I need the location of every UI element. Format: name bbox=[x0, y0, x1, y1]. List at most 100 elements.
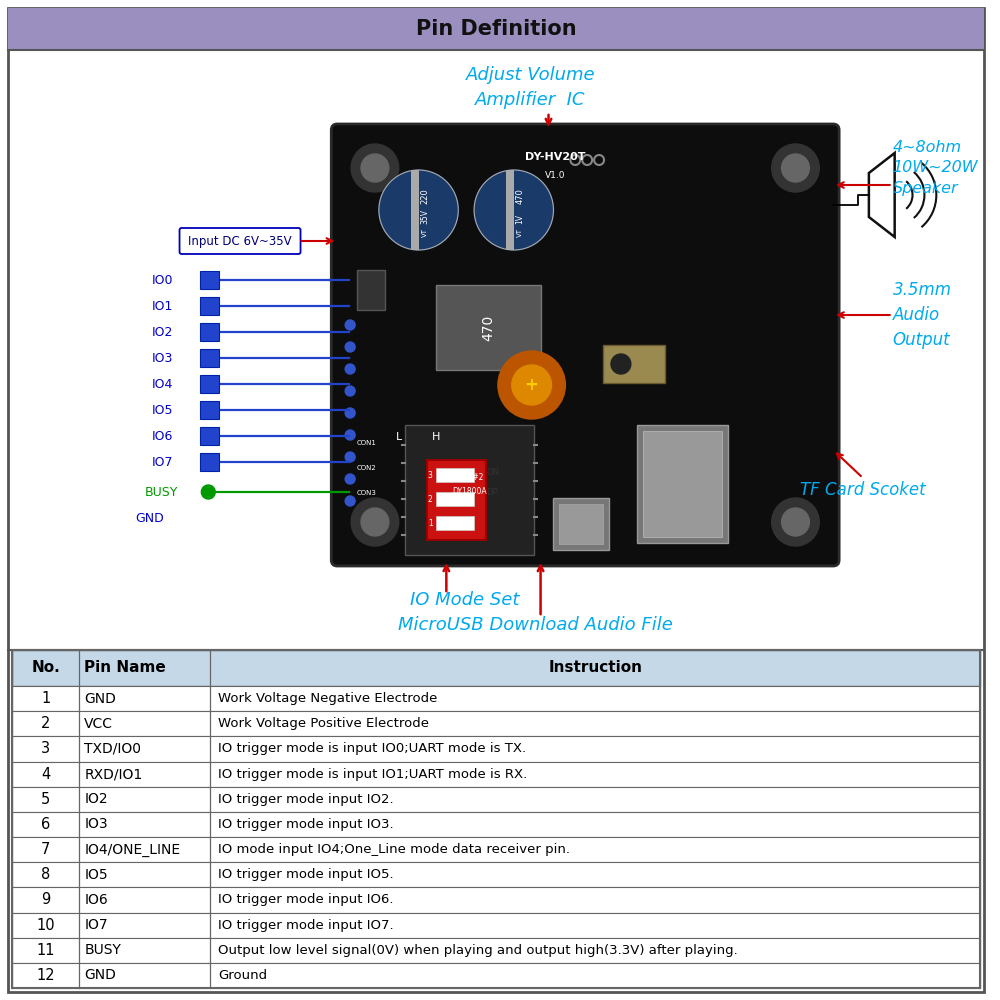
Bar bbox=[200, 453, 219, 471]
Circle shape bbox=[361, 508, 389, 536]
Text: VT: VT bbox=[517, 228, 523, 237]
Text: IO3: IO3 bbox=[152, 352, 174, 364]
Text: GND: GND bbox=[84, 968, 116, 982]
Text: Instruction: Instruction bbox=[548, 660, 642, 676]
Text: 3: 3 bbox=[428, 471, 432, 480]
Bar bbox=[8, 8, 984, 50]
Text: 1: 1 bbox=[41, 691, 50, 706]
Bar bbox=[200, 349, 219, 367]
Text: 35V: 35V bbox=[420, 209, 429, 224]
Circle shape bbox=[351, 498, 399, 546]
Circle shape bbox=[345, 496, 355, 506]
Text: Speaker: Speaker bbox=[893, 180, 958, 196]
Text: 1: 1 bbox=[428, 518, 432, 528]
Bar bbox=[559, 504, 603, 544]
Text: BUSY: BUSY bbox=[84, 943, 121, 957]
Circle shape bbox=[345, 320, 355, 330]
Text: IO7: IO7 bbox=[152, 456, 174, 468]
Text: IO2: IO2 bbox=[152, 326, 174, 338]
Bar bbox=[405, 425, 534, 555]
Bar bbox=[553, 498, 609, 550]
Text: Audio: Audio bbox=[893, 306, 940, 324]
Circle shape bbox=[201, 485, 215, 499]
Bar bbox=[427, 460, 486, 540]
Bar bbox=[411, 170, 419, 250]
Circle shape bbox=[379, 170, 458, 250]
Text: 470: 470 bbox=[515, 188, 524, 204]
Bar bbox=[436, 285, 541, 370]
Text: 7: 7 bbox=[41, 842, 50, 857]
Circle shape bbox=[498, 351, 565, 419]
Bar bbox=[12, 711, 980, 736]
Text: ON: ON bbox=[486, 468, 499, 477]
Text: CON1: CON1 bbox=[357, 440, 377, 446]
Circle shape bbox=[772, 498, 819, 546]
Bar bbox=[643, 431, 722, 537]
Bar bbox=[12, 938, 980, 963]
Circle shape bbox=[345, 342, 355, 352]
Text: 11: 11 bbox=[36, 943, 55, 958]
Text: CON2: CON2 bbox=[357, 465, 377, 471]
Circle shape bbox=[772, 144, 819, 192]
Bar bbox=[436, 516, 474, 530]
Text: IO2: IO2 bbox=[84, 792, 108, 806]
Text: +: + bbox=[525, 376, 539, 394]
Text: H: H bbox=[432, 432, 441, 442]
Text: IO mode input IO4;One_Line mode data receiver pin.: IO mode input IO4;One_Line mode data rec… bbox=[218, 843, 570, 856]
Circle shape bbox=[345, 452, 355, 462]
Bar bbox=[357, 270, 385, 310]
Bar bbox=[12, 686, 980, 711]
Text: IO trigger mode input IO7.: IO trigger mode input IO7. bbox=[218, 919, 394, 932]
Text: DY-HV20T: DY-HV20T bbox=[525, 152, 586, 162]
Text: VT: VT bbox=[422, 228, 428, 237]
Text: RXD/IO1: RXD/IO1 bbox=[84, 767, 143, 781]
Text: IO1: IO1 bbox=[152, 300, 174, 312]
Text: IO trigger mode input IO5.: IO trigger mode input IO5. bbox=[218, 868, 394, 881]
Bar bbox=[637, 425, 728, 543]
Bar bbox=[12, 912, 980, 938]
Bar bbox=[12, 887, 980, 912]
Text: IO4: IO4 bbox=[152, 377, 174, 390]
Bar bbox=[436, 492, 474, 506]
Text: TXD/IO0: TXD/IO0 bbox=[84, 742, 141, 756]
Bar bbox=[12, 837, 980, 862]
Text: IO trigger mode is input IO1;UART mode is RX.: IO trigger mode is input IO1;UART mode i… bbox=[218, 768, 527, 781]
Circle shape bbox=[345, 386, 355, 396]
Circle shape bbox=[611, 354, 631, 374]
Bar bbox=[12, 650, 980, 988]
Circle shape bbox=[345, 430, 355, 440]
Bar bbox=[200, 297, 219, 315]
Text: IO trigger mode input IO3.: IO trigger mode input IO3. bbox=[218, 818, 394, 831]
FancyBboxPatch shape bbox=[180, 228, 301, 254]
Text: 2019#2: 2019#2 bbox=[454, 474, 484, 483]
Text: IO0: IO0 bbox=[152, 273, 174, 286]
Text: DY1800A: DY1800A bbox=[452, 488, 486, 496]
Text: 8: 8 bbox=[41, 867, 50, 882]
Bar bbox=[12, 762, 980, 787]
Text: BUSY: BUSY bbox=[145, 486, 179, 498]
Text: 6: 6 bbox=[41, 817, 50, 832]
Text: No.: No. bbox=[31, 660, 60, 676]
Text: 2: 2 bbox=[41, 716, 50, 731]
Text: 12: 12 bbox=[36, 968, 55, 983]
Circle shape bbox=[351, 144, 399, 192]
Circle shape bbox=[345, 408, 355, 418]
Bar bbox=[200, 401, 219, 419]
Text: Ground: Ground bbox=[218, 969, 267, 982]
Text: 1V: 1V bbox=[515, 214, 524, 224]
Circle shape bbox=[782, 508, 809, 536]
Circle shape bbox=[512, 365, 551, 405]
Text: 470: 470 bbox=[481, 314, 495, 341]
Text: DP: DP bbox=[486, 488, 498, 497]
Text: IO4/ONE_LINE: IO4/ONE_LINE bbox=[84, 843, 180, 857]
Text: IO5: IO5 bbox=[152, 403, 174, 416]
Text: 9: 9 bbox=[41, 892, 50, 907]
Text: IO5: IO5 bbox=[84, 868, 108, 882]
Text: IO trigger mode input IO6.: IO trigger mode input IO6. bbox=[218, 893, 394, 906]
Bar bbox=[12, 650, 980, 686]
Text: L: L bbox=[396, 432, 402, 442]
Text: V1.0: V1.0 bbox=[545, 171, 566, 180]
Text: CON3: CON3 bbox=[357, 490, 377, 496]
Text: 3.5mm: 3.5mm bbox=[893, 281, 952, 299]
Text: Pin Name: Pin Name bbox=[84, 660, 166, 676]
